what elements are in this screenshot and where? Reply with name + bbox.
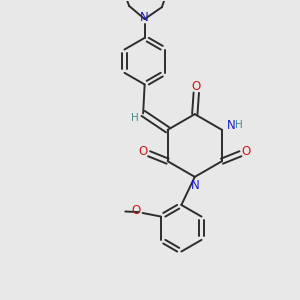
Text: O: O: [131, 204, 141, 217]
Text: H: H: [131, 113, 139, 123]
Text: N: N: [226, 119, 235, 132]
Text: N: N: [140, 11, 149, 24]
Text: O: O: [139, 145, 148, 158]
Text: O: O: [192, 80, 201, 93]
Text: O: O: [242, 145, 251, 158]
Text: N: N: [191, 179, 200, 192]
Text: H: H: [236, 120, 243, 130]
